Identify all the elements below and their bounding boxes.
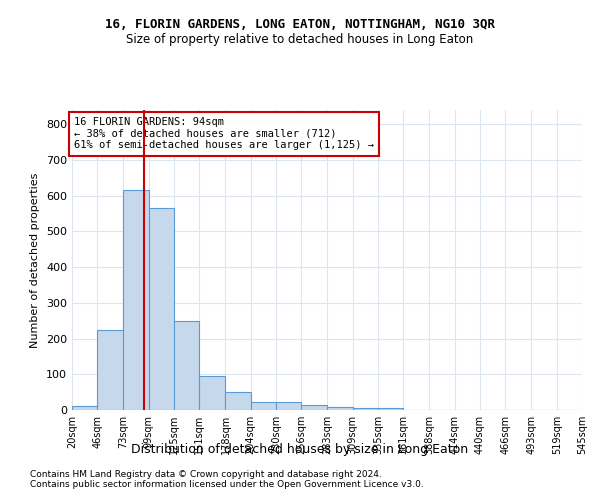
Bar [72,406,97,410]
Bar [199,376,226,410]
Bar [97,330,124,410]
Bar [378,408,403,410]
Text: Distribution of detached houses by size in Long Eaton: Distribution of detached houses by size … [131,442,469,456]
Bar [251,402,276,410]
Bar [301,404,328,410]
Text: Size of property relative to detached houses in Long Eaton: Size of property relative to detached ho… [127,32,473,46]
Bar [149,208,174,410]
Y-axis label: Number of detached properties: Number of detached properties [31,172,40,348]
Bar [226,392,251,410]
Text: 16, FLORIN GARDENS, LONG EATON, NOTTINGHAM, NG10 3QR: 16, FLORIN GARDENS, LONG EATON, NOTTINGH… [105,18,495,30]
Bar [328,407,353,410]
Text: 16 FLORIN GARDENS: 94sqm
← 38% of detached houses are smaller (712)
61% of semi-: 16 FLORIN GARDENS: 94sqm ← 38% of detach… [74,117,374,150]
Text: Contains public sector information licensed under the Open Government Licence v3: Contains public sector information licen… [30,480,424,489]
Bar [353,408,378,410]
Bar [276,402,301,410]
Bar [174,320,199,410]
Bar [124,190,149,410]
Text: Contains HM Land Registry data © Crown copyright and database right 2024.: Contains HM Land Registry data © Crown c… [30,470,382,479]
